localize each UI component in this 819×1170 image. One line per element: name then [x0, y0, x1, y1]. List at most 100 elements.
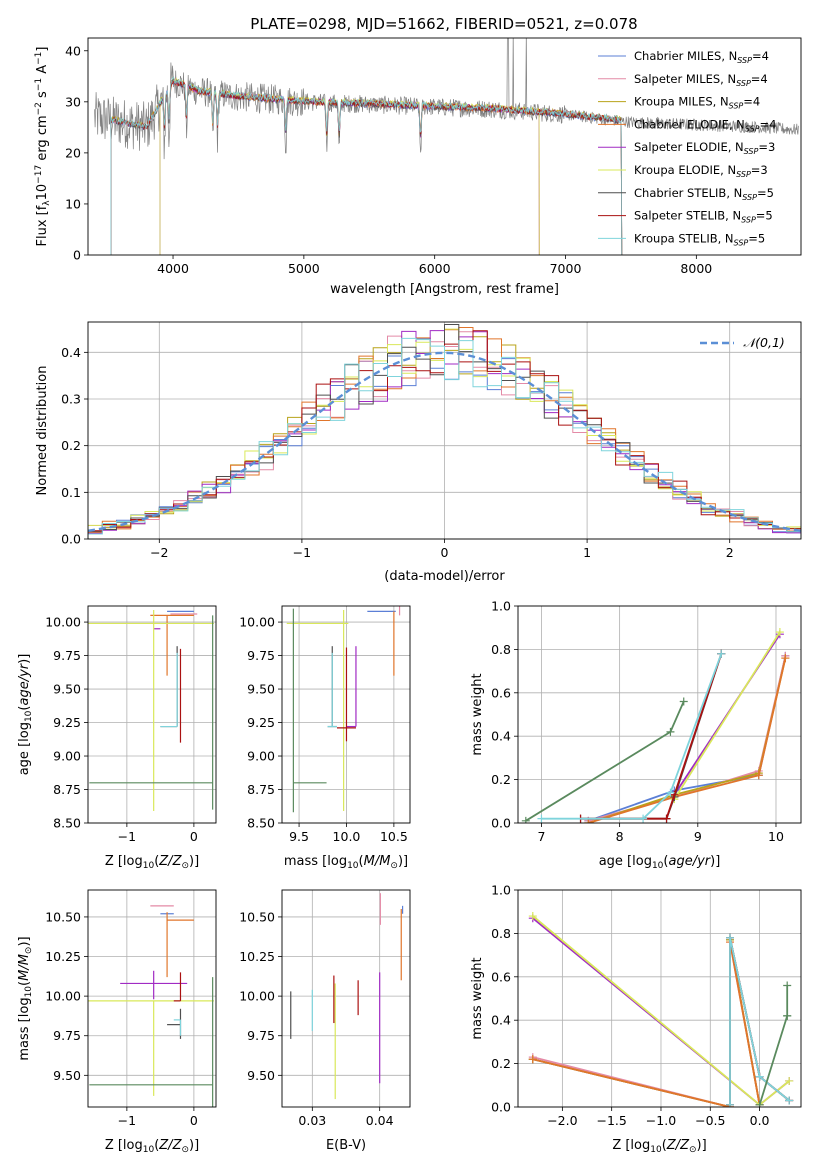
- x-tick-label: −1: [118, 829, 136, 844]
- normal-curve: [88, 351, 801, 532]
- errorbar-point: [89, 615, 214, 810]
- x-axis-label: E(B-V): [326, 1138, 366, 1153]
- weight-marker: [783, 981, 792, 990]
- errorbar-point: [160, 652, 178, 728]
- y-tick-label: 0.0: [61, 532, 81, 547]
- x-tick-label: 0: [190, 1113, 198, 1128]
- weight-marker: [755, 1072, 764, 1081]
- y-tick-label: 8.75: [247, 782, 275, 797]
- errorbar-point: [160, 646, 178, 728]
- axes-spectrum: 4000 5000 6000 7000 8000 0 10 20 30 40 wavelength …: [34, 37, 802, 297]
- legend-entry: Chabrier MILES, NSSP=4: [634, 49, 769, 65]
- weight-marker: [726, 933, 735, 942]
- axes-frame: [87, 889, 217, 1108]
- x-tick-label: 7: [537, 829, 545, 844]
- y-tick-label: 0.3: [61, 392, 81, 407]
- y-axis-label: mass weight: [470, 957, 485, 1039]
- y-tick-label: 9.50: [53, 682, 81, 697]
- errorbar-point: [89, 977, 214, 1107]
- y-tick-label: 8.75: [53, 782, 81, 797]
- y-tick-label: 0.8: [491, 926, 511, 941]
- x-tick-label: 7000: [550, 261, 582, 276]
- ticks-residuals: −2 −1 0 1 2 0.0 0.1 0.2 0.3 0.4: [61, 345, 734, 560]
- x-tick-label: 4000: [157, 261, 189, 276]
- axes-weight_vs_age: 7 8 9 10 0.0 0.2 0.4 0.6 0.8 1.0 age [log10(age/yr…: [470, 599, 802, 871]
- weight-marker: [666, 788, 675, 797]
- ticks-age_vs_mass: 9.5 10.0 10.5 8.50 8.75 9.00 9.25 9.50 9.75 10.00: [239, 615, 408, 844]
- x-tick-label: 2: [726, 545, 734, 560]
- errorbar-point: [167, 1008, 182, 1039]
- y-tick-label: 10.00: [239, 989, 275, 1004]
- y-tick-label: 9.75: [53, 1028, 81, 1043]
- x-tick-label: −0.5: [695, 1113, 725, 1128]
- grid-mass_vs_ebv: [282, 890, 410, 1107]
- y-tick-label: 0.0: [491, 816, 511, 831]
- x-tick-label: 5000: [288, 261, 320, 276]
- y-axis-label: mass weight: [470, 673, 485, 755]
- y-tick-label: 10.50: [45, 909, 81, 924]
- axes-age_vs_z: −1 0 8.50 8.75 9.00 9.25 9.50 9.75 10.00 Z [log10…: [17, 605, 217, 871]
- weight-marker: [662, 814, 671, 823]
- x-axis-label: (data-model)/error: [384, 569, 505, 584]
- axes-age_vs_mass: 9.5 10.0 10.5 8.50 8.75 9.00 9.25 9.50 9.75 10.00…: [239, 605, 411, 871]
- weight-marker: [783, 1011, 792, 1020]
- x-tick-label: 0: [190, 829, 198, 844]
- x-tick-label: 10: [768, 829, 784, 844]
- y-tick-label: 9.75: [247, 1028, 275, 1043]
- weight-line: [588, 655, 787, 822]
- x-tick-label: 6000: [419, 261, 451, 276]
- y-tick-label: 20: [65, 145, 81, 160]
- y-tick-label: 8.50: [247, 816, 275, 831]
- y-tick-label: 0.8: [491, 642, 511, 657]
- plot-area-age_vs_mass: [286, 606, 401, 813]
- y-tick-label: 9.25: [53, 715, 81, 730]
- axes-frame: [87, 605, 217, 824]
- y-tick-label: 8.50: [53, 816, 81, 831]
- axes-frame: [87, 37, 802, 256]
- y-axis-label: age [log10(age/yr)]: [17, 654, 34, 776]
- x-axis-label: mass [log10(M/M⊙)]: [284, 854, 408, 871]
- weight-line: [532, 941, 761, 1107]
- x-tick-label: −1: [118, 1113, 136, 1128]
- y-tick-label: 10.00: [239, 615, 275, 630]
- errorbar-point: [336, 647, 356, 742]
- y-tick-label: 9.00: [53, 749, 81, 764]
- y-axis-label: Flux [fλ10−17 erg cm−2 s−1 A−1]: [34, 47, 52, 247]
- legend-entry: Salpeter ELODIE, NSSP=3: [634, 140, 775, 156]
- weight-line: [532, 939, 761, 1107]
- errorbar-point: [173, 1019, 182, 1036]
- errorbar-point: [166, 912, 194, 978]
- x-tick-label: 1: [583, 545, 591, 560]
- y-tick-label: 30: [65, 94, 81, 109]
- y-tick-label: 1.0: [491, 883, 511, 898]
- x-tick-label: 10.5: [380, 829, 408, 844]
- plot-area-weight_vs_z: [528, 912, 794, 1107]
- plot-area-residuals: [88, 324, 801, 539]
- legend-entry: Salpeter MILES, NSSP=4: [634, 72, 768, 88]
- x-tick-label: 0.04: [366, 1113, 394, 1128]
- y-axis-label: Normed distribution: [35, 366, 50, 496]
- weight-line: [758, 985, 789, 1106]
- legend: Chabrier MILES, NSSP=4 Salpeter MILES, NS…: [598, 49, 776, 247]
- weight-line: [673, 631, 781, 800]
- histogram-kroupa-stelib: [88, 337, 801, 539]
- grid-weight_vs_age: [518, 605, 801, 824]
- errorbar-point: [327, 652, 337, 728]
- y-tick-label: 0.4: [491, 729, 511, 744]
- x-tick-label: 0: [441, 545, 449, 560]
- weight-line: [532, 941, 761, 1107]
- weight-marker: [755, 1100, 764, 1107]
- legend-entry: Kroupa ELODIE, NSSP=3: [634, 163, 768, 179]
- ticks-weight_vs_age: 7 8 9 10 0.0 0.2 0.4 0.6 0.8 1.0: [491, 599, 784, 845]
- weight-line: [541, 653, 723, 820]
- y-tick-label: 10.25: [45, 949, 81, 964]
- ticks-mass_vs_z: −1 0 9.50 9.75 10.00 10.25 10.50: [45, 909, 198, 1128]
- y-tick-label: 0.6: [491, 969, 511, 984]
- errorbar-point: [346, 646, 357, 728]
- axes-residuals: −2 −1 0 1 2 0.0 0.1 0.2 0.3 0.4 (data-model)/error…: [35, 321, 802, 584]
- errorbar-point: [292, 608, 327, 813]
- y-axis-label: mass [log10(M/M⊙)]: [17, 936, 34, 1060]
- weight-marker: [666, 727, 675, 736]
- x-tick-label: 0.0: [750, 1113, 770, 1128]
- y-tick-label: 0.2: [61, 438, 81, 453]
